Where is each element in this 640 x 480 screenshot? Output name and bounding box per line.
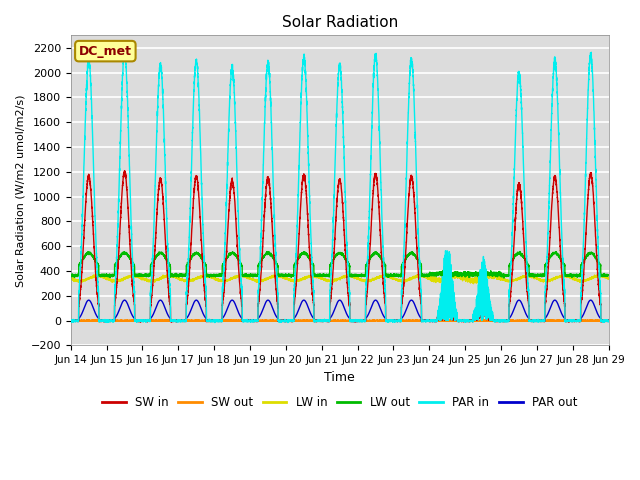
LW out: [460, 272, 468, 277]
Line: SW in: SW in: [71, 171, 609, 322]
Legend: SW in, SW out, LW in, LW out, PAR in, PAR out: SW in, SW out, LW in, LW out, PAR in, PA…: [97, 392, 582, 414]
Line: SW out: SW out: [71, 320, 609, 321]
SW out: [575, 318, 583, 324]
Line: LW in: LW in: [71, 272, 609, 284]
LW out: [605, 272, 612, 278]
SW in: [321, 318, 329, 324]
PAR out: [250, 317, 257, 323]
LW out: [582, 253, 590, 259]
SW out: [460, 318, 468, 324]
LW in: [460, 275, 468, 280]
PAR in: [120, 48, 128, 53]
SW in: [121, 168, 129, 174]
LW in: [575, 277, 583, 283]
SW in: [460, 318, 468, 324]
SW in: [564, 319, 572, 325]
LW out: [516, 249, 524, 254]
X-axis label: Time: Time: [324, 371, 355, 384]
SW out: [582, 318, 590, 324]
PAR in: [322, 318, 330, 324]
LW in: [250, 276, 257, 282]
Text: DC_met: DC_met: [79, 45, 132, 58]
SW in: [605, 318, 612, 324]
PAR out: [575, 318, 583, 324]
LW in: [321, 277, 329, 283]
Line: PAR out: PAR out: [71, 300, 609, 322]
Line: LW out: LW out: [71, 252, 609, 278]
LW in: [582, 277, 590, 283]
LW out: [250, 273, 257, 279]
PAR in: [250, 317, 257, 323]
SW in: [67, 319, 75, 324]
PAR out: [460, 318, 468, 324]
SW out: [250, 318, 257, 324]
LW in: [67, 276, 75, 281]
LW in: [470, 281, 477, 287]
PAR out: [67, 318, 75, 324]
SW out: [605, 318, 612, 324]
PAR out: [429, 319, 436, 324]
PAR in: [460, 318, 468, 324]
LW out: [67, 272, 75, 278]
SW out: [502, 317, 509, 323]
PAR in: [67, 318, 75, 324]
SW in: [575, 318, 583, 324]
SW out: [67, 318, 75, 324]
SW in: [250, 319, 257, 324]
PAR out: [582, 305, 590, 311]
SW in: [582, 226, 590, 232]
PAR in: [575, 318, 583, 324]
PAR out: [605, 317, 612, 323]
LW out: [321, 272, 329, 277]
LW out: [500, 275, 508, 281]
PAR in: [605, 319, 612, 324]
LW in: [452, 269, 460, 275]
Line: PAR in: PAR in: [71, 50, 609, 323]
LW in: [605, 275, 612, 281]
SW out: [321, 318, 329, 324]
PAR in: [476, 292, 483, 298]
PAR out: [321, 318, 329, 324]
LW in: [476, 277, 483, 283]
PAR in: [284, 320, 292, 325]
LW out: [575, 272, 583, 278]
LW out: [476, 271, 483, 276]
PAR in: [582, 153, 590, 158]
PAR out: [85, 297, 93, 303]
Title: Solar Radiation: Solar Radiation: [282, 15, 398, 30]
Y-axis label: Solar Radiation (W/m2 umol/m2/s): Solar Radiation (W/m2 umol/m2/s): [15, 94, 25, 287]
SW in: [476, 312, 483, 317]
PAR out: [476, 313, 483, 319]
SW out: [476, 318, 483, 324]
SW out: [74, 318, 81, 324]
